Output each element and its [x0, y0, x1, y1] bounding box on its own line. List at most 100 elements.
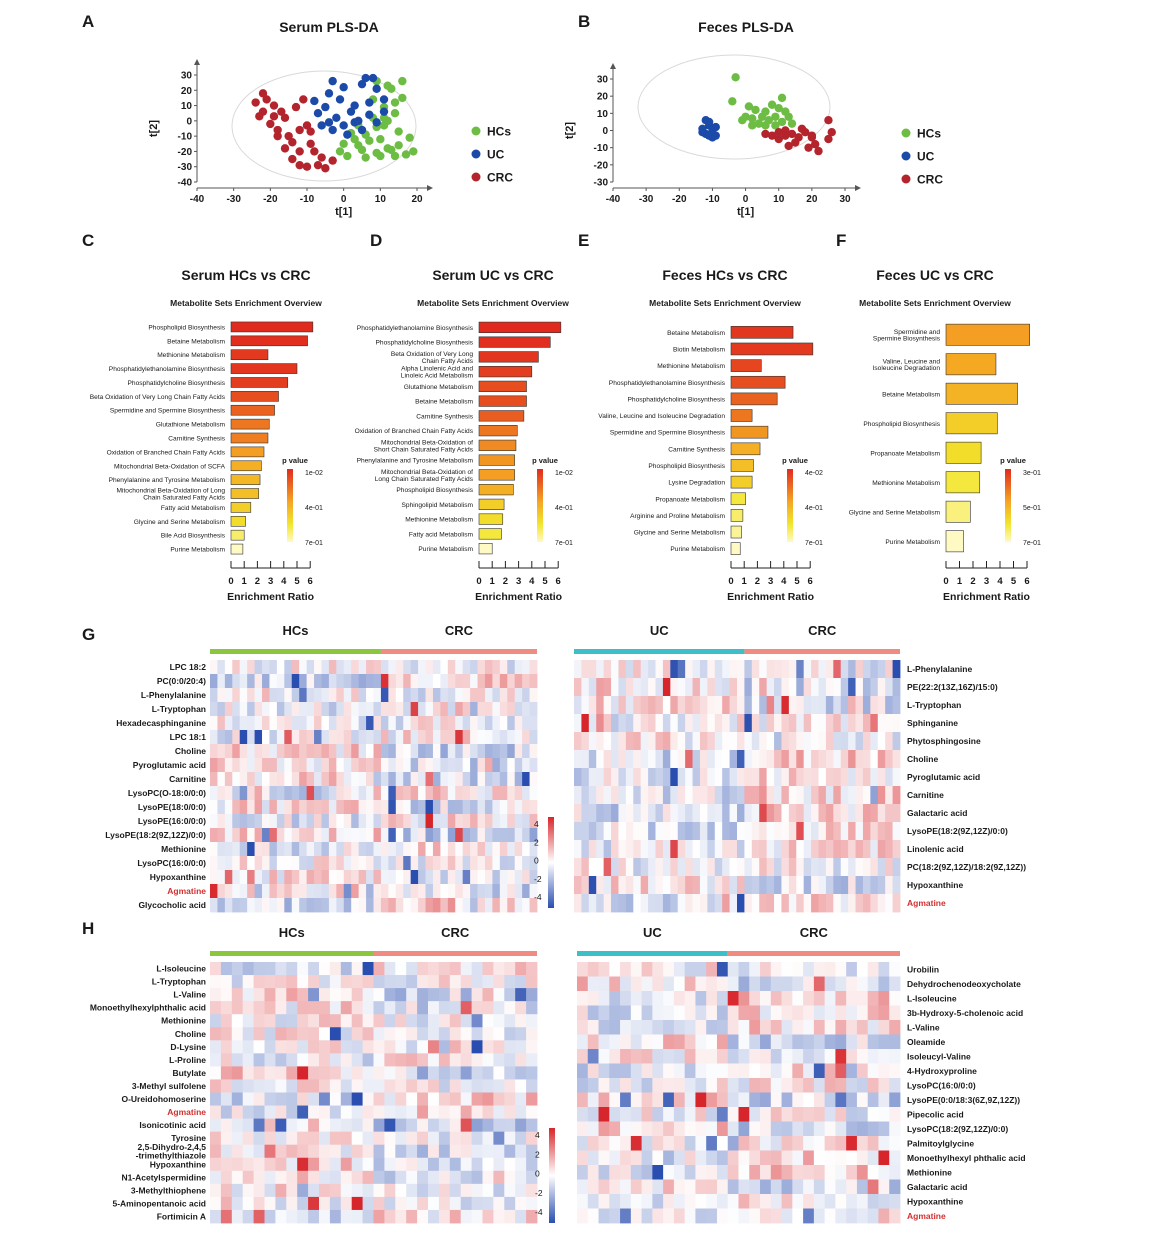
heat-cell: [232, 898, 241, 913]
heat-cell: [640, 894, 649, 913]
heat-cell: [447, 744, 456, 759]
heat-cell: [515, 1001, 527, 1015]
bar: [730, 542, 741, 555]
panel-letter-b: B: [578, 12, 590, 31]
heat-cell: [262, 730, 270, 745]
heat-cell: [744, 840, 753, 859]
heat-cell: [526, 1183, 538, 1198]
heat-cell: [275, 1001, 287, 1015]
heat-cell: [803, 1208, 815, 1224]
heat-cell: [319, 988, 331, 1002]
heat-cell: [499, 814, 508, 829]
heat-cell: [641, 962, 653, 977]
heat-cell: [440, 674, 449, 689]
heat-cell: [695, 1092, 707, 1108]
heat-cell: [417, 1027, 429, 1041]
heat-cell: [477, 800, 486, 815]
heat-cell: [264, 1131, 276, 1146]
heat-cell: [648, 822, 656, 841]
heat-cell: [729, 768, 738, 787]
heat-cell: [522, 856, 530, 871]
heat-cell: [504, 1183, 516, 1198]
row-label: LPC 18:1: [170, 732, 207, 742]
heat-cell: [231, 1144, 244, 1159]
heat-cell: [574, 822, 582, 841]
heat-cell: [343, 870, 352, 885]
heat-cell: [824, 1020, 836, 1035]
heat-cell: [824, 991, 836, 1006]
heat-cell: [652, 1208, 664, 1224]
heat-cell: [673, 1078, 686, 1093]
heat-cell: [685, 678, 693, 697]
heat-cell: [395, 962, 407, 976]
heat-cell: [792, 1165, 804, 1180]
x-tick-label: 5: [542, 576, 548, 587]
heat-cell: [792, 991, 804, 1006]
heat-cell: [477, 772, 486, 787]
heat-cell: [343, 800, 352, 815]
heat-cell: [275, 1092, 287, 1106]
point-hcs: [787, 119, 797, 128]
heat-cell: [308, 1079, 320, 1093]
heat-cell: [618, 786, 627, 805]
heat-cell: [577, 1078, 589, 1093]
bar: [730, 509, 744, 522]
heat-cell: [515, 962, 527, 976]
heat-cell: [470, 744, 478, 759]
heat-cell: [499, 674, 508, 689]
heat-cell: [803, 660, 812, 679]
heat-cell: [351, 884, 360, 899]
heat-cell: [609, 1020, 621, 1035]
heat-cell: [425, 842, 434, 857]
heat-cell: [633, 696, 642, 715]
heat-cell: [749, 1005, 761, 1021]
heat-cell: [848, 768, 856, 787]
heat-cell: [648, 804, 656, 823]
heat-cell: [299, 842, 308, 857]
heat-cell: [220, 1079, 233, 1093]
heat-cell: [751, 804, 760, 823]
heat-cell: [329, 1144, 342, 1159]
category-label: Phosphatidylcholine Biosynthesis: [628, 396, 726, 403]
bar: [230, 321, 314, 333]
heat-cell: [522, 660, 530, 675]
heat-cell: [470, 786, 478, 801]
heat-cell: [848, 660, 856, 679]
row-label: Galactaric acid: [907, 1182, 967, 1192]
heat-cell: [515, 975, 527, 989]
heat-cell: [835, 1179, 847, 1195]
heat-cell: [522, 898, 530, 913]
x-tick-label: 0: [476, 576, 481, 587]
heat-cell: [340, 1092, 353, 1106]
heat-cell: [515, 1092, 527, 1106]
panel-letter-e: E: [578, 231, 589, 250]
heat-cell: [440, 898, 449, 913]
heat-cell: [609, 1034, 621, 1050]
heat-cell: [440, 702, 449, 717]
heat-cell: [737, 894, 745, 913]
x-tick-label: 4: [281, 576, 287, 587]
heat-cell: [373, 1027, 385, 1041]
heat-cell: [224, 688, 233, 703]
point-hcs: [771, 121, 780, 130]
heat-cell: [395, 1066, 407, 1080]
heat-cell: [716, 1165, 729, 1180]
heat-cell: [706, 1092, 718, 1108]
heat-cell: [507, 702, 516, 717]
heat-cell: [340, 1157, 353, 1172]
heat-cell: [482, 1027, 494, 1041]
point-hcs: [379, 121, 389, 130]
heat-cell: [336, 828, 345, 843]
heat-cell: [770, 1092, 782, 1108]
heat-cell: [291, 814, 300, 829]
heat-cell: [428, 1040, 440, 1054]
heat-cell: [284, 884, 293, 899]
heat-cell: [824, 1063, 836, 1079]
heat-cell: [384, 1040, 396, 1054]
heat-cell: [840, 750, 849, 769]
heat-cell: [269, 786, 278, 801]
heat-cell: [722, 804, 730, 823]
heat-cell: [663, 991, 675, 1006]
heat-cell: [727, 1005, 739, 1021]
point-crc: [774, 134, 783, 144]
